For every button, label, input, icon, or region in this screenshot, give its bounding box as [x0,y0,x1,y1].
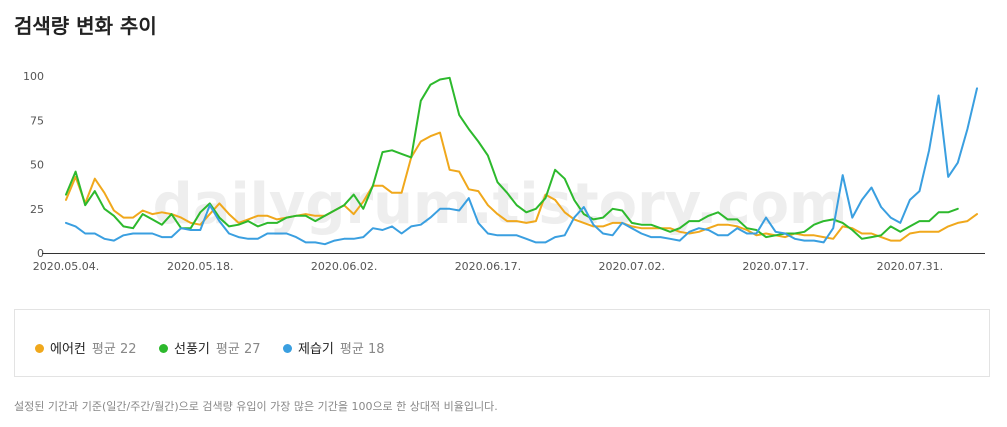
legend-avg-dehumidifier: 평균 18 [339,342,385,357]
y-axis: 0 25 50 75 100 [23,70,44,260]
legend-box: 에어컨 평균 22 선풍기 평균 27 제습기 평균 18 [14,309,990,377]
x-tick-label: 2020.05.04. [33,260,99,273]
x-tick-label: 2020.06.02. [311,260,377,273]
series-line-0 [65,131,978,242]
legend-dot-fan [159,344,168,353]
page-title: 검색량 변화 추이 [14,14,157,38]
series-lines [65,76,978,246]
legend-item-dehumidifier[interactable]: 제습기 평균 18 [283,338,385,357]
legend-label-aircon: 에어컨 [50,342,86,357]
y-tick-label: 100 [23,70,44,83]
legend-item-fan[interactable]: 선풍기 평균 27 [159,338,261,357]
series-line-1 [65,76,959,240]
x-tick-label: 2020.05.18. [167,260,233,273]
x-tick-label: 2020.07.31. [877,260,943,273]
legend-avg-aircon: 평균 22 [91,342,137,357]
series-line-2 [65,87,978,246]
watermark-text: dailygrum.tistory.com [153,172,848,237]
x-axis: 2020.05.04. 2020.05.18. 2020.06.02. 2020.06… [33,253,985,273]
legend-label-dehumidifier: 제습기 [298,342,334,357]
y-tick-label: 50 [30,159,44,172]
x-tick-label: 2020.06.17. [455,260,521,273]
y-tick-label: 25 [30,203,44,216]
footnote: 설정된 기간과 기준(일간/주간/월간)으로 검색량 유입이 가장 많은 기간을… [14,400,498,413]
legend-label-fan: 선풍기 [174,342,210,357]
legend-item-aircon[interactable]: 에어컨 평균 22 [35,338,137,357]
y-tick-label: 0 [37,247,44,260]
legend-avg-fan: 평균 27 [215,342,261,357]
legend-dot-dehumidifier [283,344,292,353]
line-chart: dailygrum.tistory.com 0 25 50 75 100 2020.05… [23,70,985,273]
x-tick-label: 2020.07.02. [599,260,665,273]
x-tick-label: 2020.07.17. [742,260,808,273]
legend-dot-aircon [35,344,44,353]
y-tick-label: 75 [30,114,44,127]
